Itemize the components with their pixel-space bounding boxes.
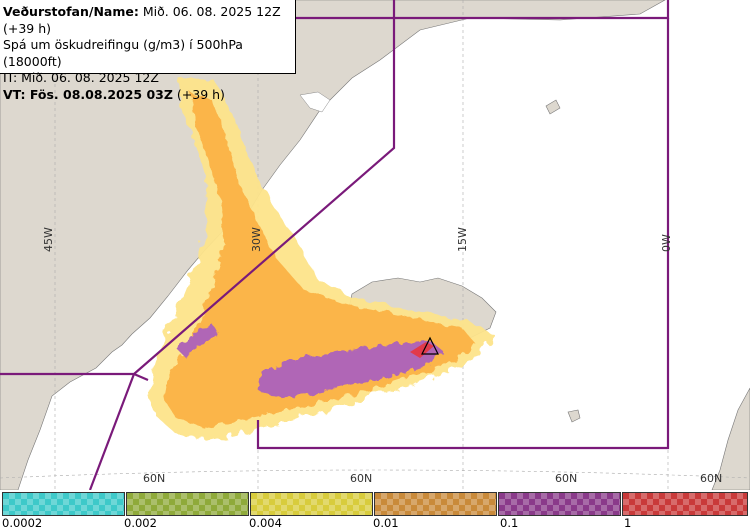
meridian-label: 30W xyxy=(250,227,263,252)
legend-tick-label: 0.1 xyxy=(500,516,519,530)
meridian-labels: 45W 30W 15W 0W xyxy=(42,227,673,252)
norway-coast xyxy=(711,387,750,491)
fir-boundaries xyxy=(0,0,670,491)
parallel-label: 60N xyxy=(350,472,372,485)
legend-swatch xyxy=(250,492,373,516)
legend-tick-label: 1 xyxy=(624,516,632,530)
info-line-issue-time: IT: Mið. 06. 08. 2025 12Z xyxy=(3,70,159,85)
legend-swatch xyxy=(126,492,249,516)
legend-tick-label: 0.01 xyxy=(373,516,399,530)
issuer-value: Mið. 06. 08. 2025 12Z (+39 h) xyxy=(3,4,281,36)
greenland-fjord xyxy=(299,91,331,113)
valid-time-value: (+39 h) xyxy=(176,86,225,102)
issuer-label: Veðurstofan/Name: xyxy=(3,4,139,19)
valid-time-label: VT: Fös. 08.08.2025 03Z xyxy=(3,86,173,102)
legend-swatch xyxy=(622,492,748,516)
legend-tick-label: 0.002 xyxy=(124,516,157,530)
meridian-label: 15W xyxy=(456,227,469,252)
legend-swatch xyxy=(374,492,497,516)
meridian-label: 45W xyxy=(42,227,55,252)
parallel-label: 60N xyxy=(143,472,165,485)
ash-red-core xyxy=(410,342,434,358)
info-line-issuer: Veðurstofan/Name: Mið. 06. 08. 2025 12Z … xyxy=(3,4,292,37)
forecast-info-box: Veðurstofan/Name: Mið. 06. 08. 2025 12Z … xyxy=(0,0,296,102)
concentration-legend: 0.0002 0.002 0.004 0.01 0.1 1 xyxy=(0,490,750,532)
ash-purple-west xyxy=(176,324,218,356)
parallel-label: 60N xyxy=(555,472,577,485)
info-line-product: Spá um öskudreifingu (g/m3) í 500hPa (18… xyxy=(3,37,243,69)
meridian-label: 0W xyxy=(660,234,673,252)
islet xyxy=(545,99,561,115)
parallel-labels: 60N 60N 60N 60N xyxy=(143,472,722,485)
info-line-valid-time: VT: Fös. 08.08.2025 03Z (+39 h) xyxy=(3,87,292,104)
legend-swatch xyxy=(498,492,621,516)
parallel-label: 60N xyxy=(700,472,722,485)
ash-purple-core xyxy=(258,340,444,398)
faroe-islands xyxy=(567,409,581,423)
legend-tick-label: 0.004 xyxy=(249,516,282,530)
legend-swatch xyxy=(2,492,125,516)
ash-cloud xyxy=(148,78,496,440)
volcano-icon xyxy=(421,336,439,355)
legend-tick-label: 0.0002 xyxy=(2,516,43,530)
